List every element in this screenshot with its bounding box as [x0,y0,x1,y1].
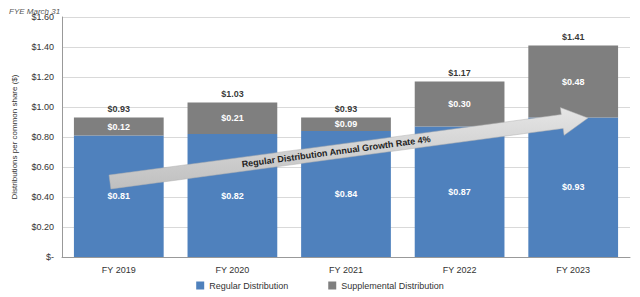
svg-text:$1.41: $1.41 [562,32,585,42]
svg-text:$1.00: $1.00 [31,102,54,112]
svg-text:Regular Distribution: Regular Distribution [209,281,288,291]
svg-text:$0.93: $0.93 [562,182,585,192]
svg-text:Regular Distribution Annual Gr: Regular Distribution Annual Growth Rate … [241,134,431,169]
svg-text:FY 2019: FY 2019 [102,265,136,275]
svg-text:$0.30: $0.30 [448,99,471,109]
svg-text:$0.09: $0.09 [335,119,358,129]
svg-text:$0.20: $0.20 [31,222,54,232]
svg-text:$0.21: $0.21 [221,113,244,123]
svg-text:FYE March 31: FYE March 31 [9,7,60,16]
svg-text:$0.48: $0.48 [562,77,585,87]
svg-text:$0.93: $0.93 [108,104,131,114]
svg-text:$0.82: $0.82 [221,191,244,201]
svg-text:$1.03: $1.03 [221,89,244,99]
svg-text:FY 2020: FY 2020 [215,265,249,275]
svg-text:$1.17: $1.17 [448,68,471,78]
svg-text:$-: $- [46,252,54,262]
svg-text:FY 2021: FY 2021 [329,265,363,275]
svg-text:$1.20: $1.20 [31,72,54,82]
svg-text:$0.40: $0.40 [31,192,54,202]
svg-text:Distributions per common share: Distributions per common share ($) [10,74,19,199]
svg-text:$0.87: $0.87 [448,187,471,197]
svg-text:$0.80: $0.80 [31,132,54,142]
svg-text:$1.60: $1.60 [31,12,54,22]
svg-text:$0.84: $0.84 [335,189,358,199]
svg-text:$1.40: $1.40 [31,42,54,52]
svg-text:$0.60: $0.60 [31,162,54,172]
svg-text:Supplemental Distribution: Supplemental Distribution [341,281,444,291]
svg-text:FY 2023: FY 2023 [556,265,590,275]
svg-text:$0.12: $0.12 [108,122,131,132]
svg-text:FY 2022: FY 2022 [443,265,477,275]
svg-text:$0.93: $0.93 [335,104,358,114]
svg-text:$0.81: $0.81 [108,191,131,201]
